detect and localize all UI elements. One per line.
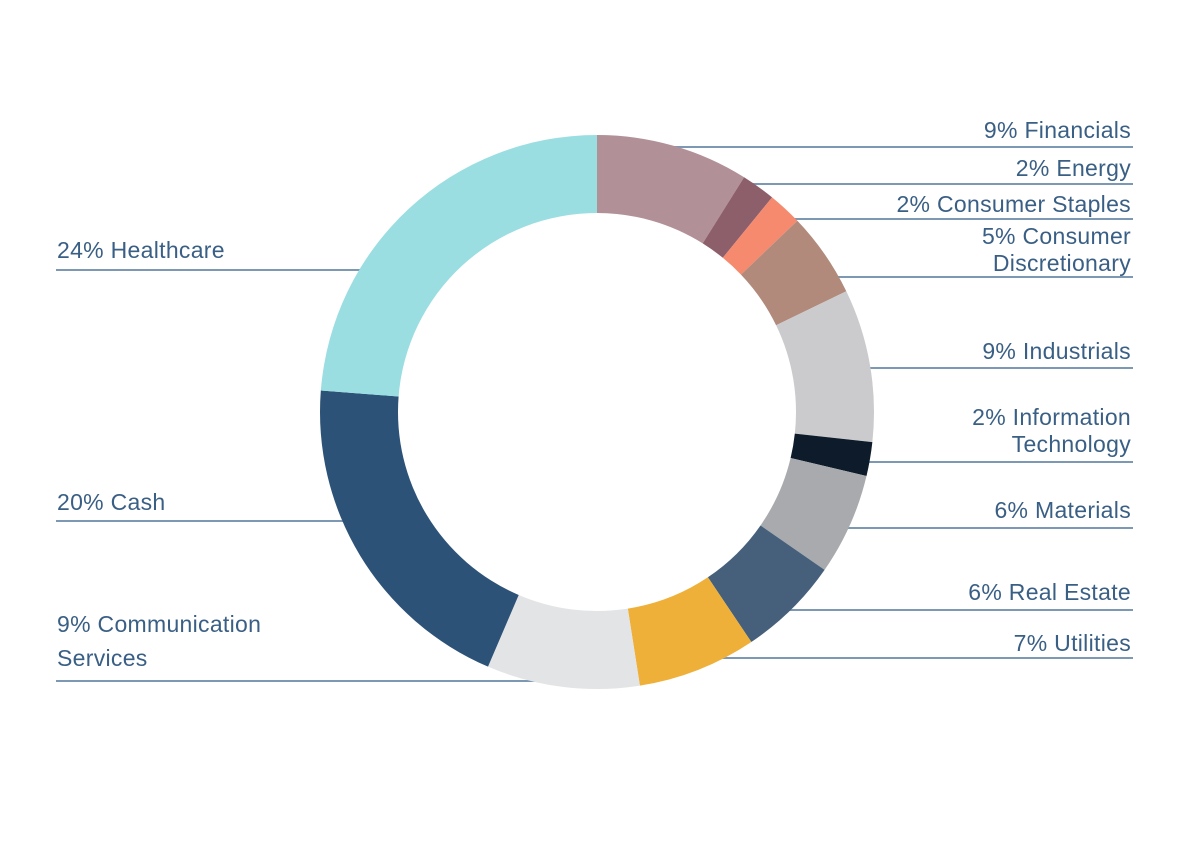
slice-label-industrials: 9% Industrials <box>982 338 1131 365</box>
slice-label-line: 20% Cash <box>57 489 166 515</box>
slice-label-line: Technology <box>1011 431 1131 457</box>
slice-label-line: 24% Healthcare <box>57 237 225 263</box>
slice-consumer-staples <box>722 197 798 275</box>
slice-label-line: 7% Utilities <box>1013 630 1131 656</box>
slice-information-technology <box>790 433 873 477</box>
slice-label-consumer-discretionary: 5% Consumer Discretionary <box>982 223 1131 277</box>
slice-label-materials: 6% Materials <box>994 497 1131 524</box>
slice-label-healthcare: 24% Healthcare <box>57 237 225 264</box>
slice-utilities <box>627 577 752 686</box>
slice-label-real-estate: 6% Real Estate <box>968 579 1131 606</box>
slice-label-consumer-staples: 2% Consumer Staples <box>896 191 1131 218</box>
slice-label-line: 2% Information <box>972 404 1131 430</box>
slice-label-communication-services: 9% Communication Services <box>57 607 261 675</box>
slice-materials <box>760 458 867 570</box>
slice-label-line: 6% Materials <box>994 497 1131 523</box>
slice-consumer-discretionary <box>740 220 847 326</box>
slice-label-line: 2% Energy <box>1015 155 1131 181</box>
slice-label-cash: 20% Cash <box>57 489 166 516</box>
slice-label-line: 9% Financials <box>983 117 1131 143</box>
slice-industrials <box>776 291 875 443</box>
slice-label-utilities: 7% Utilities <box>1014 630 1131 657</box>
slice-label-line: 2% Consumer Staples <box>896 191 1131 217</box>
slice-label-line: 5% Consumer <box>981 223 1131 249</box>
slice-energy <box>702 177 773 258</box>
slice-cash <box>320 390 519 667</box>
slice-label-information-technology: 2% Information Technology <box>972 404 1131 458</box>
slice-label-line: 9% Communication <box>57 611 262 637</box>
slice-label-energy: 2% Energy <box>1016 155 1131 182</box>
slice-label-line: Services <box>57 645 148 671</box>
slice-real-estate <box>707 525 825 643</box>
slice-financials <box>597 135 745 244</box>
slice-label-line: 9% Industrials <box>982 338 1131 364</box>
slice-healthcare <box>320 135 597 397</box>
slice-label-financials: 9% Financials <box>984 117 1131 144</box>
slice-label-line: Discretionary <box>992 250 1131 276</box>
slice-communication-services <box>488 594 640 690</box>
slice-label-line: 6% Real Estate <box>968 579 1131 605</box>
